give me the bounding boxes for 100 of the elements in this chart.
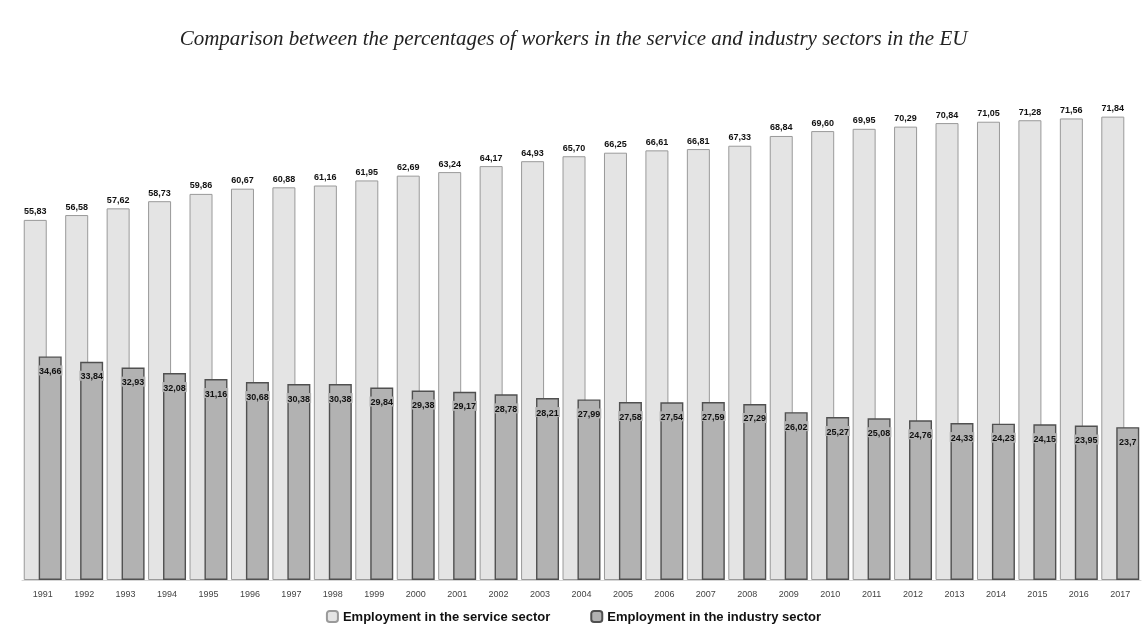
data-label: 69,60 xyxy=(811,117,834,128)
bar xyxy=(1033,424,1057,580)
bar xyxy=(38,356,62,580)
data-label: 70,29 xyxy=(894,113,917,124)
data-label: 32,93 xyxy=(121,377,145,388)
data-label: 30,38 xyxy=(329,393,352,404)
data-label: 62,69 xyxy=(396,162,420,173)
data-label: 32,08 xyxy=(163,382,186,393)
data-label: 67,33 xyxy=(728,132,752,143)
bar xyxy=(494,394,518,580)
x-tick-label: 2011 xyxy=(861,588,882,599)
data-label: 26,02 xyxy=(784,421,808,432)
data-label: 29,17 xyxy=(453,401,476,412)
data-label: 64,93 xyxy=(521,147,544,158)
data-label: 71,05 xyxy=(977,108,1000,119)
x-tick-label: 1991 xyxy=(32,588,53,599)
data-label: 27,54 xyxy=(660,411,684,422)
x-tick-label: 1994 xyxy=(157,588,178,599)
data-label: 30,68 xyxy=(246,391,269,402)
bar xyxy=(245,382,269,580)
x-tick-label: 1999 xyxy=(364,588,385,599)
data-label: 68,84 xyxy=(769,122,793,133)
x-tick-label: 2014 xyxy=(985,588,1006,599)
bar xyxy=(453,391,477,580)
data-label: 24,23 xyxy=(992,433,1015,444)
data-label: 25,27 xyxy=(826,426,849,437)
data-label: 33,84 xyxy=(80,371,103,382)
bar xyxy=(577,399,601,580)
x-tick-label: 2008 xyxy=(737,588,758,599)
data-label: 27,59 xyxy=(702,411,725,422)
x-tick-label: 1993 xyxy=(115,588,136,599)
x-tick-label: 2016 xyxy=(1068,588,1089,599)
data-label: 27,29 xyxy=(743,413,767,424)
data-label: 24,15 xyxy=(1033,433,1057,444)
data-label: 64,17 xyxy=(479,152,503,163)
x-tick-label: 1997 xyxy=(281,588,302,599)
x-tick-label: 2013 xyxy=(944,588,965,599)
bar xyxy=(287,384,311,580)
data-label: 27,99 xyxy=(577,408,601,419)
data-label: 29,84 xyxy=(370,397,394,408)
bar xyxy=(536,398,560,580)
data-label: 66,25 xyxy=(604,139,627,150)
data-label: 60,67 xyxy=(231,175,254,186)
x-tick-label: 1992 xyxy=(74,588,95,599)
data-label: 69,95 xyxy=(852,115,876,126)
bar xyxy=(991,423,1015,580)
bar xyxy=(411,390,435,580)
x-tick-label: 2009 xyxy=(778,588,799,599)
x-tick-label: 2010 xyxy=(820,588,841,599)
data-label: 71,56 xyxy=(1060,104,1083,115)
bar xyxy=(328,384,352,580)
bar xyxy=(618,402,642,580)
data-label: 55,83 xyxy=(23,206,47,217)
bar xyxy=(909,420,933,580)
bar xyxy=(370,387,394,580)
data-label: 29,38 xyxy=(411,400,435,410)
data-label: 24,33 xyxy=(950,432,974,443)
x-tick-label: 2003 xyxy=(530,588,551,599)
bar xyxy=(163,373,187,580)
legend-label: Employment in the service sector xyxy=(342,609,551,624)
bar xyxy=(121,367,145,580)
x-tick-label: 2007 xyxy=(695,588,716,599)
data-label: 71,28 xyxy=(1018,106,1042,117)
data-label: 23,95 xyxy=(1075,435,1098,446)
x-tick-label: 2000 xyxy=(405,588,426,599)
data-label: 66,81 xyxy=(687,135,710,146)
data-label: 66,61 xyxy=(645,136,669,147)
bar xyxy=(204,379,228,580)
bar xyxy=(1074,425,1098,580)
data-label: 34,66 xyxy=(38,365,62,376)
x-tick-label: 2012 xyxy=(903,588,924,599)
data-label: 71,84 xyxy=(1101,103,1125,114)
x-tick-label: 2015 xyxy=(1027,588,1048,599)
bar xyxy=(80,361,104,580)
data-label: 27,58 xyxy=(619,411,642,422)
data-label: 63,24 xyxy=(438,158,461,169)
data-label: 70,84 xyxy=(935,109,959,120)
data-label: 31,16 xyxy=(204,388,228,399)
x-tick-label: 1996 xyxy=(239,588,260,599)
data-label: 65,70 xyxy=(562,142,586,153)
data-label: 57,62 xyxy=(106,194,130,205)
data-label: 23,7 xyxy=(1118,436,1137,447)
x-tick-label: 2002 xyxy=(488,588,509,599)
bar xyxy=(826,417,850,580)
data-label: 58,73 xyxy=(148,187,171,198)
chart-title: Comparison between the percentages of workers in the service and industry sectors in the EU xyxy=(179,25,970,50)
bar xyxy=(867,418,891,580)
bar xyxy=(784,412,808,580)
x-tick-label: 2005 xyxy=(612,588,633,599)
legend-label: Employment in the industry sector xyxy=(607,609,822,624)
bar xyxy=(950,423,974,580)
bar xyxy=(743,403,767,580)
data-label: 56,58 xyxy=(65,201,88,212)
data-label: 28,21 xyxy=(536,407,559,418)
data-label: 25,08 xyxy=(867,427,891,438)
bar xyxy=(660,402,684,580)
bar xyxy=(1116,427,1140,580)
x-tick-label: 2006 xyxy=(654,588,675,599)
x-tick-label: 1998 xyxy=(322,588,343,599)
bar xyxy=(701,402,725,580)
